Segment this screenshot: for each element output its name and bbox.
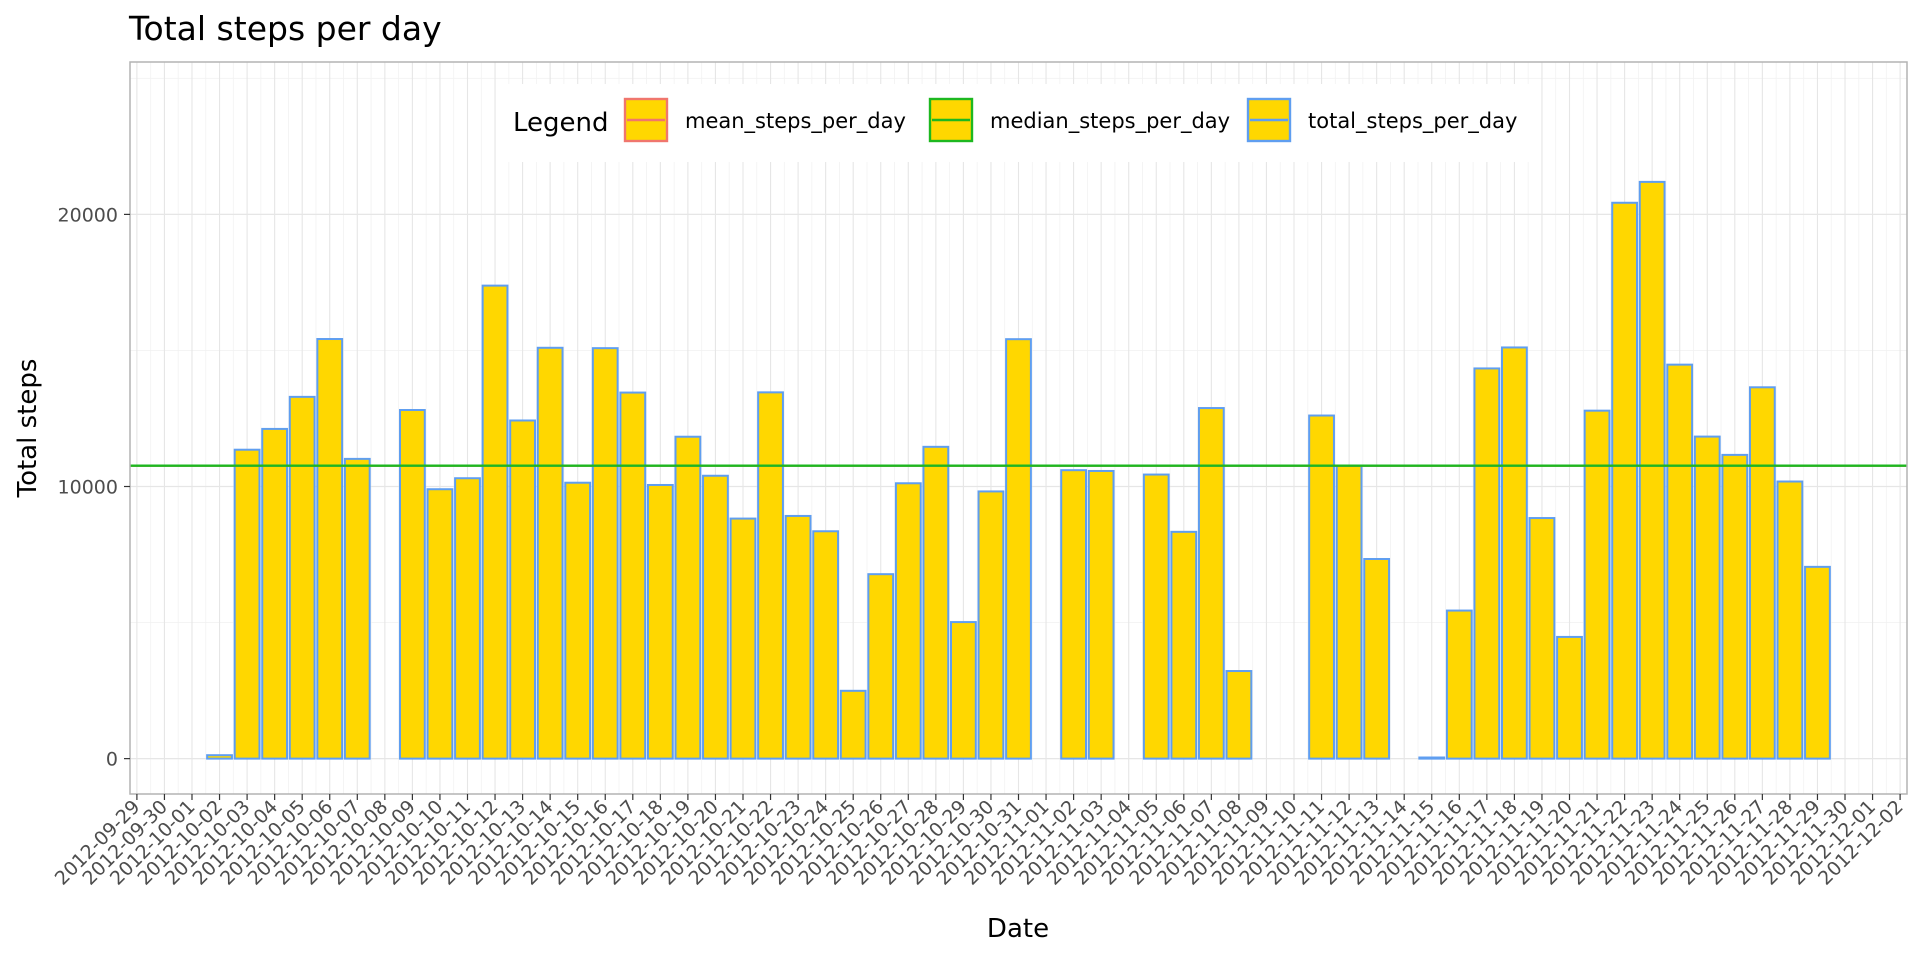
bar-2012-11-20 (1556, 635, 1583, 760)
bar-2012-10-06 (316, 338, 344, 760)
bar-2012-10-05 (288, 395, 316, 760)
bar-2012-10-04 (261, 427, 289, 760)
bar-2012-10-23 (784, 514, 812, 760)
bar-2012-10-02 (206, 754, 233, 760)
bar-2012-10-15 (564, 481, 592, 760)
bar-2012-10-17 (619, 391, 647, 760)
bar-2012-10-19 (674, 435, 702, 760)
bar-2012-11-08 (1225, 670, 1253, 760)
bar-2012-10-29 (950, 621, 977, 760)
chart-title: Total steps per day (128, 9, 442, 48)
bar-2012-10-07 (343, 457, 371, 760)
bar-2012-10-18 (646, 483, 674, 760)
bar-2012-11-12 (1335, 464, 1363, 760)
bar-2012-10-28 (922, 445, 950, 760)
bar-2012-11-27 (1748, 386, 1776, 760)
bar-2012-10-20 (702, 474, 729, 760)
bar-2012-11-22 (1611, 201, 1639, 760)
median_steps_per_day-label: median_steps_per_day (990, 109, 1230, 134)
bar-2012-10-11 (454, 477, 481, 760)
y-axis: 0 10000 20000 (58, 204, 130, 771)
bar-2012-10-13 (509, 419, 536, 760)
bar-2012-11-05 (1142, 473, 1170, 760)
bar-2012-11-21 (1583, 409, 1611, 760)
bar-2012-11-24 (1666, 363, 1694, 760)
bar-2012-11-13 (1363, 557, 1391, 760)
total_steps_per_day-label: total_steps_per_day (1308, 109, 1517, 134)
bar-2012-10-16 (591, 347, 619, 760)
bar-2012-10-21 (729, 517, 757, 760)
legend-title: Legend (513, 108, 609, 138)
bar-2012-11-03 (1087, 469, 1115, 760)
bar-2012-10-10 (426, 488, 454, 760)
x-axis-title: Date (987, 914, 1049, 944)
mean_steps_per_day-label: mean_steps_per_day (685, 109, 906, 134)
bar-2012-11-19 (1528, 517, 1556, 760)
bar-2012-11-25 (1693, 435, 1721, 760)
bar-2012-11-07 (1197, 407, 1225, 760)
x-axis: 2012-09-292012-09-302012-10-012012-10-02… (51, 794, 1908, 890)
bar-2012-11-18 (1501, 346, 1528, 760)
bar-2012-11-16 (1445, 609, 1473, 760)
bar-2012-10-22 (757, 391, 784, 760)
bar-2012-11-23 (1638, 180, 1666, 760)
bar-2012-11-06 (1170, 530, 1198, 760)
bar-2012-10-09 (398, 409, 426, 760)
y-tick-label: 10000 (58, 477, 118, 499)
y-tick-label: 0 (106, 749, 118, 771)
bar-2012-10-26 (867, 573, 895, 760)
bar-2012-10-31 (1005, 338, 1032, 760)
bar-2012-11-02 (1060, 469, 1087, 760)
bar-2012-11-28 (1776, 480, 1804, 760)
bar-2012-10-30 (977, 490, 1005, 760)
bar-2012-11-29 (1804, 565, 1831, 760)
bar-2012-11-15 (1418, 756, 1446, 760)
bar-2012-10-12 (481, 284, 509, 760)
y-tick-label: 20000 (58, 204, 118, 226)
bar-2012-10-14 (536, 346, 564, 760)
bar-2012-10-24 (812, 530, 840, 760)
bars-group (206, 180, 1831, 760)
bar-2012-10-27 (894, 482, 922, 760)
bar-2012-11-17 (1473, 367, 1501, 760)
legend-background (497, 84, 1532, 162)
minor-gridlines (130, 62, 1907, 794)
bar-2012-11-11 (1308, 414, 1335, 760)
bar-2012-10-03 (233, 448, 261, 760)
bar-2012-11-26 (1721, 453, 1749, 760)
y-axis-title: Total steps (13, 359, 43, 499)
bar-2012-10-25 (839, 689, 867, 760)
legend: Legend mean_steps_per_day median_steps_pe… (497, 84, 1532, 162)
